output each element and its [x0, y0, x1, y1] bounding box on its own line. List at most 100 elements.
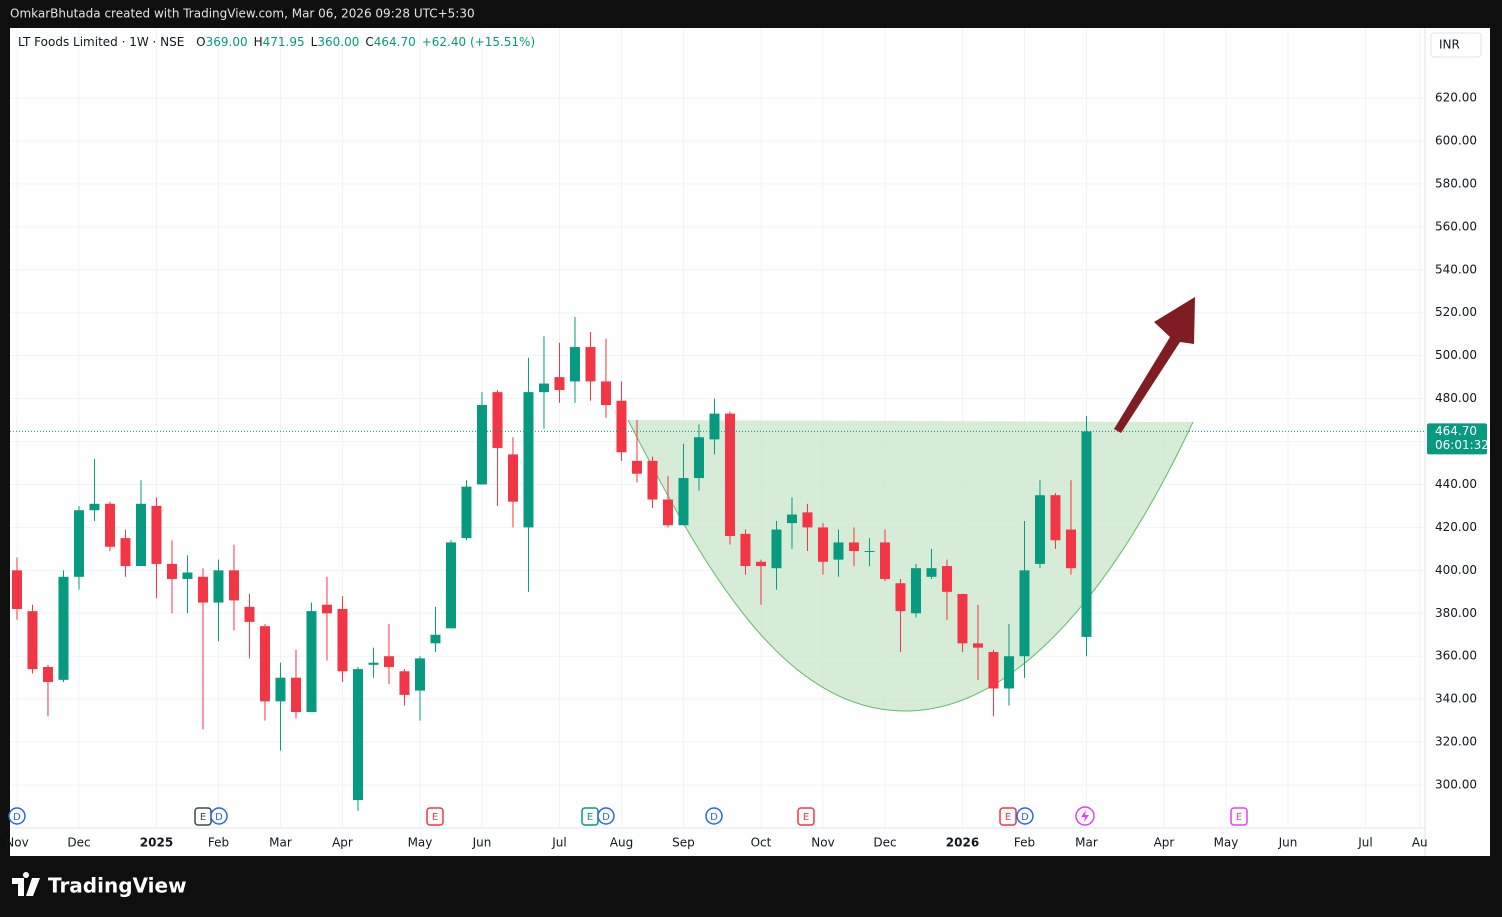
x-tick-label: Dec: [873, 836, 896, 850]
candle-body: [817, 527, 828, 562]
lightning-event: [1075, 806, 1095, 826]
y-tick-label: 360.00: [1435, 649, 1477, 663]
candle-body: [879, 542, 890, 579]
candle-body: [1081, 431, 1092, 637]
x-tick-label: Jun: [472, 836, 492, 850]
arrow: [1114, 297, 1195, 433]
candle-body: [631, 460, 642, 474]
candle-body: [988, 651, 999, 689]
candle-body: [616, 400, 627, 453]
candle-body: [678, 478, 689, 526]
candle-body: [957, 593, 968, 644]
x-tick-label: May: [1214, 836, 1239, 850]
y-tick-label: 480.00: [1435, 391, 1477, 405]
x-tick-label: Mar: [269, 836, 292, 850]
event-label: E: [587, 812, 593, 823]
candle-body: [42, 666, 53, 682]
candle-body: [941, 566, 952, 592]
currency-box[interactable]: [1430, 32, 1482, 58]
candle-body: [740, 533, 751, 567]
candle-body: [1065, 529, 1076, 569]
candle-body: [895, 583, 906, 612]
x-tick-label: Jul: [551, 836, 566, 850]
brand: TradingView: [48, 874, 187, 898]
candle-body: [647, 460, 658, 500]
x-tick-label: 2025: [140, 836, 173, 850]
x-tick-label: Jul: [1357, 836, 1372, 850]
event-label: D: [710, 812, 718, 823]
y-tick-label: 440.00: [1435, 477, 1477, 491]
x-tick-label: Au: [1412, 836, 1428, 850]
legend-change: +62.40 (+15.51%): [422, 35, 535, 49]
legend-key: H: [254, 35, 263, 49]
candle-body: [120, 538, 131, 567]
currency[interactable]: INR: [1439, 38, 1460, 52]
event-label: E: [1005, 812, 1011, 823]
y-tick-label: 420.00: [1435, 520, 1477, 534]
cup-outline: [627, 419, 1194, 712]
event-label: D: [13, 812, 21, 823]
candle-body: [337, 608, 348, 672]
candle-body: [368, 662, 379, 665]
credit: OmkarBhutada created with TradingView.co…: [10, 7, 475, 21]
x-tick-label: Jun: [1278, 836, 1298, 850]
legend-value: 369.00: [206, 35, 248, 49]
candle-body: [1003, 656, 1014, 689]
candle-body: [352, 669, 363, 801]
last-price-box: [1427, 423, 1487, 455]
y-tick-label: 300.00: [1435, 778, 1477, 792]
candle-body: [972, 643, 983, 648]
event-icon: [1016, 807, 1034, 825]
candle-body: [383, 656, 394, 667]
candles: [10, 316, 1425, 811]
candle-body: [802, 512, 813, 528]
candle-body: [414, 658, 425, 691]
candle-body: [290, 677, 301, 713]
candle-body: [73, 510, 84, 577]
candle-body: [399, 671, 410, 695]
candle-body: [771, 529, 782, 569]
candle-body: [166, 563, 177, 579]
event-label: D: [1021, 812, 1029, 823]
x-tick-label: Apr: [1154, 836, 1175, 850]
candle-body: [1034, 495, 1045, 564]
x-tick-label: 2026: [946, 836, 979, 850]
event-label: E: [200, 812, 206, 823]
y-tick-label: 340.00: [1435, 692, 1477, 706]
candle-body: [430, 634, 441, 644]
y-tick-label: 380.00: [1435, 606, 1477, 620]
candle-body: [693, 437, 704, 479]
legend: LT Foods Limited · 1W · NSE O369.00 H471.…: [18, 35, 535, 49]
y-tick-label: 540.00: [1435, 262, 1477, 276]
candle-body: [27, 611, 38, 670]
event-icon: [8, 807, 26, 825]
y-tick-label: 400.00: [1435, 563, 1477, 577]
candle-body: [445, 542, 456, 629]
event-label: E: [803, 812, 809, 823]
legend-key: L: [311, 35, 318, 49]
brand-logo: [12, 872, 40, 896]
x-tick-label: Feb: [208, 836, 229, 850]
event-icon: [210, 807, 228, 825]
y-tick-label: 520.00: [1435, 305, 1477, 319]
candle-body: [182, 572, 193, 579]
candle-body: [11, 570, 22, 609]
candle-body: [864, 551, 875, 553]
x-tick-label: Dec: [67, 836, 90, 850]
y-tick-label: 320.00: [1435, 735, 1477, 749]
candle-body: [1050, 495, 1061, 541]
event-icon: [999, 807, 1017, 826]
candle-body: [848, 542, 859, 552]
countdown: 06:01:32: [1435, 438, 1489, 452]
candle-body: [89, 503, 100, 511]
event-label: E: [432, 812, 438, 823]
candle-body: [662, 499, 673, 526]
y-tick-label: 500.00: [1435, 348, 1477, 362]
event-label: E: [1236, 812, 1242, 823]
candle-body: [151, 505, 162, 564]
candle-body: [786, 514, 797, 524]
y-tick-label: 620.00: [1435, 90, 1477, 104]
